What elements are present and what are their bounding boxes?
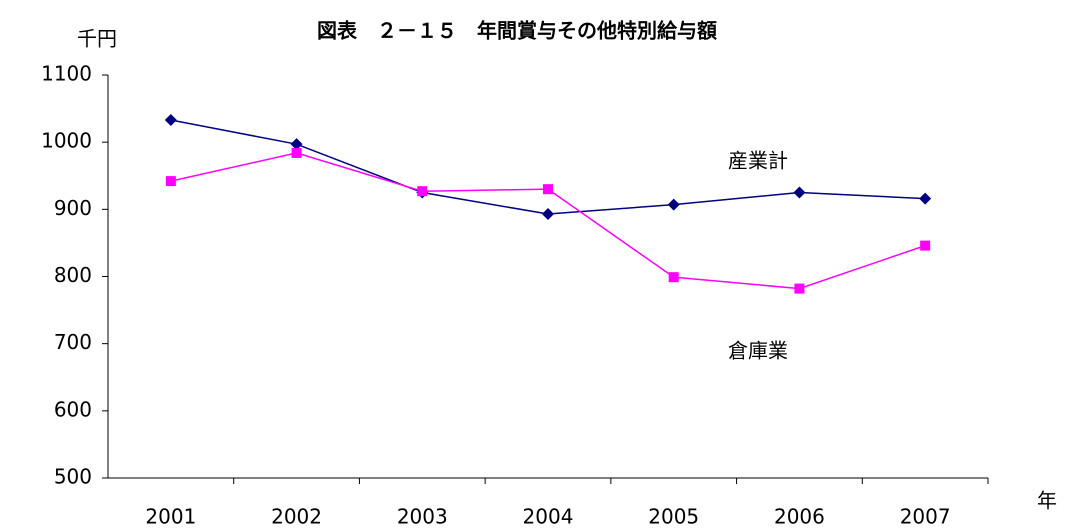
y-tick-label: 800 (54, 263, 92, 287)
marker (920, 240, 931, 251)
chart-title: 図表 ２－１５ 年間賞与その他特別給与額 (317, 19, 717, 43)
marker (667, 198, 680, 211)
y-tick-label: 1100 (41, 62, 92, 86)
y-tick-label: 500 (54, 465, 92, 489)
marker (417, 186, 428, 197)
series-line (170, 152, 926, 290)
marker (919, 192, 932, 205)
series-label: 産業計 (728, 149, 788, 173)
x-tick-label: 2006 (774, 505, 825, 529)
y-tick-label: 700 (54, 330, 92, 354)
x-tick-label: 2005 (648, 505, 699, 529)
marker (542, 208, 554, 221)
x-tick-label: 2007 (900, 505, 951, 529)
marker (290, 138, 303, 151)
y-axis-label: 千円 (77, 27, 117, 51)
x-tick-label: 2003 (397, 505, 448, 529)
x-tick-label: 2004 (523, 505, 574, 529)
x-axis-label: 年 (1037, 489, 1057, 513)
y-tick-label: 600 (54, 397, 92, 421)
marker (793, 186, 806, 199)
marker (291, 147, 302, 158)
marker (165, 176, 176, 187)
marker (668, 272, 679, 283)
marker (794, 283, 805, 294)
y-tick-label: 1000 (41, 129, 92, 153)
y-tick-label: 900 (54, 196, 92, 220)
series-label: 倉庫業 (728, 339, 788, 363)
x-tick-label: 2001 (145, 505, 196, 529)
x-tick-label: 2002 (271, 505, 322, 529)
marker (164, 114, 177, 127)
marker (543, 184, 553, 195)
series-line (170, 119, 926, 215)
